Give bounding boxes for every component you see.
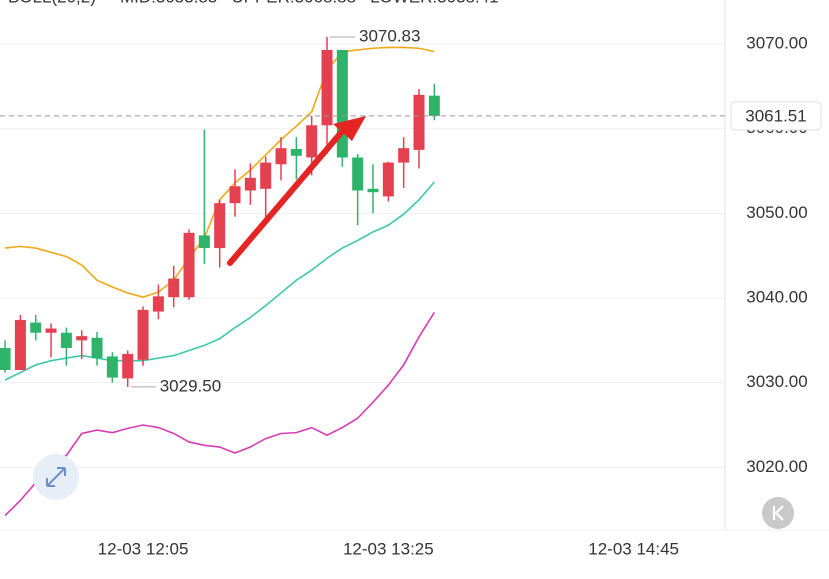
candle-body: [275, 148, 287, 165]
legend-title: BOLL(20,2): [8, 0, 96, 6]
annotation-label: 3029.50: [160, 376, 221, 395]
latest-icon: [772, 505, 784, 521]
candle-body: [168, 278, 180, 298]
candle-body: [398, 148, 410, 163]
trend-arrow: [227, 125, 348, 266]
last-price-label: 3061.51: [745, 106, 806, 125]
legend-entry: MID:3053.85: [120, 0, 217, 6]
candle-body: [0, 347, 11, 370]
candle-body: [306, 125, 318, 158]
candle-body: [260, 162, 272, 189]
last-price-box: [730, 101, 822, 131]
candle-body: [229, 186, 241, 204]
y-tick-label: 3040.00: [746, 288, 807, 307]
x-tick-label: 12-03 12:05: [98, 539, 189, 558]
candle-body: [352, 157, 364, 191]
candle-body: [214, 203, 226, 249]
y-tick-label: 3070.00: [746, 34, 807, 53]
candle-body: [106, 356, 118, 378]
band-line: [4, 181, 435, 381]
candle-body: [45, 328, 57, 333]
candle-body: [198, 235, 210, 249]
candle-body: [137, 309, 149, 360]
candle-body: [367, 188, 379, 193]
candle-body: [244, 177, 256, 191]
candle-body: [14, 320, 26, 370]
x-tick-label: 12-03 13:25: [343, 539, 434, 558]
x-tick-label: 12-03 14:45: [588, 539, 679, 558]
legend-entry: UPPER:3068.88: [231, 0, 356, 6]
candle-body: [152, 296, 164, 312]
annotation-label: 3070.83: [359, 26, 420, 45]
band-line: [4, 311, 436, 517]
candle-body: [382, 162, 394, 197]
y-tick-label: 3030.00: [746, 372, 807, 391]
candle-body: [183, 232, 195, 298]
y-tick-label: 3050.00: [746, 203, 807, 222]
candle-body: [76, 336, 88, 341]
candle-body: [122, 353, 134, 379]
legend-entry: LOWER:3038.41: [370, 0, 499, 6]
y-tick-label: 3020.00: [746, 457, 807, 476]
candle-body: [91, 337, 103, 359]
expand-icon: [46, 467, 66, 487]
arrow-head: [333, 116, 366, 141]
latest-button[interactable]: [762, 497, 794, 529]
candle-body: [413, 94, 425, 150]
candle-body: [30, 322, 42, 333]
candle-body: [321, 49, 333, 126]
candle-body: [60, 332, 72, 348]
candle-body: [428, 95, 440, 116]
candle-body: [290, 149, 302, 156]
candle-body: [336, 49, 348, 158]
